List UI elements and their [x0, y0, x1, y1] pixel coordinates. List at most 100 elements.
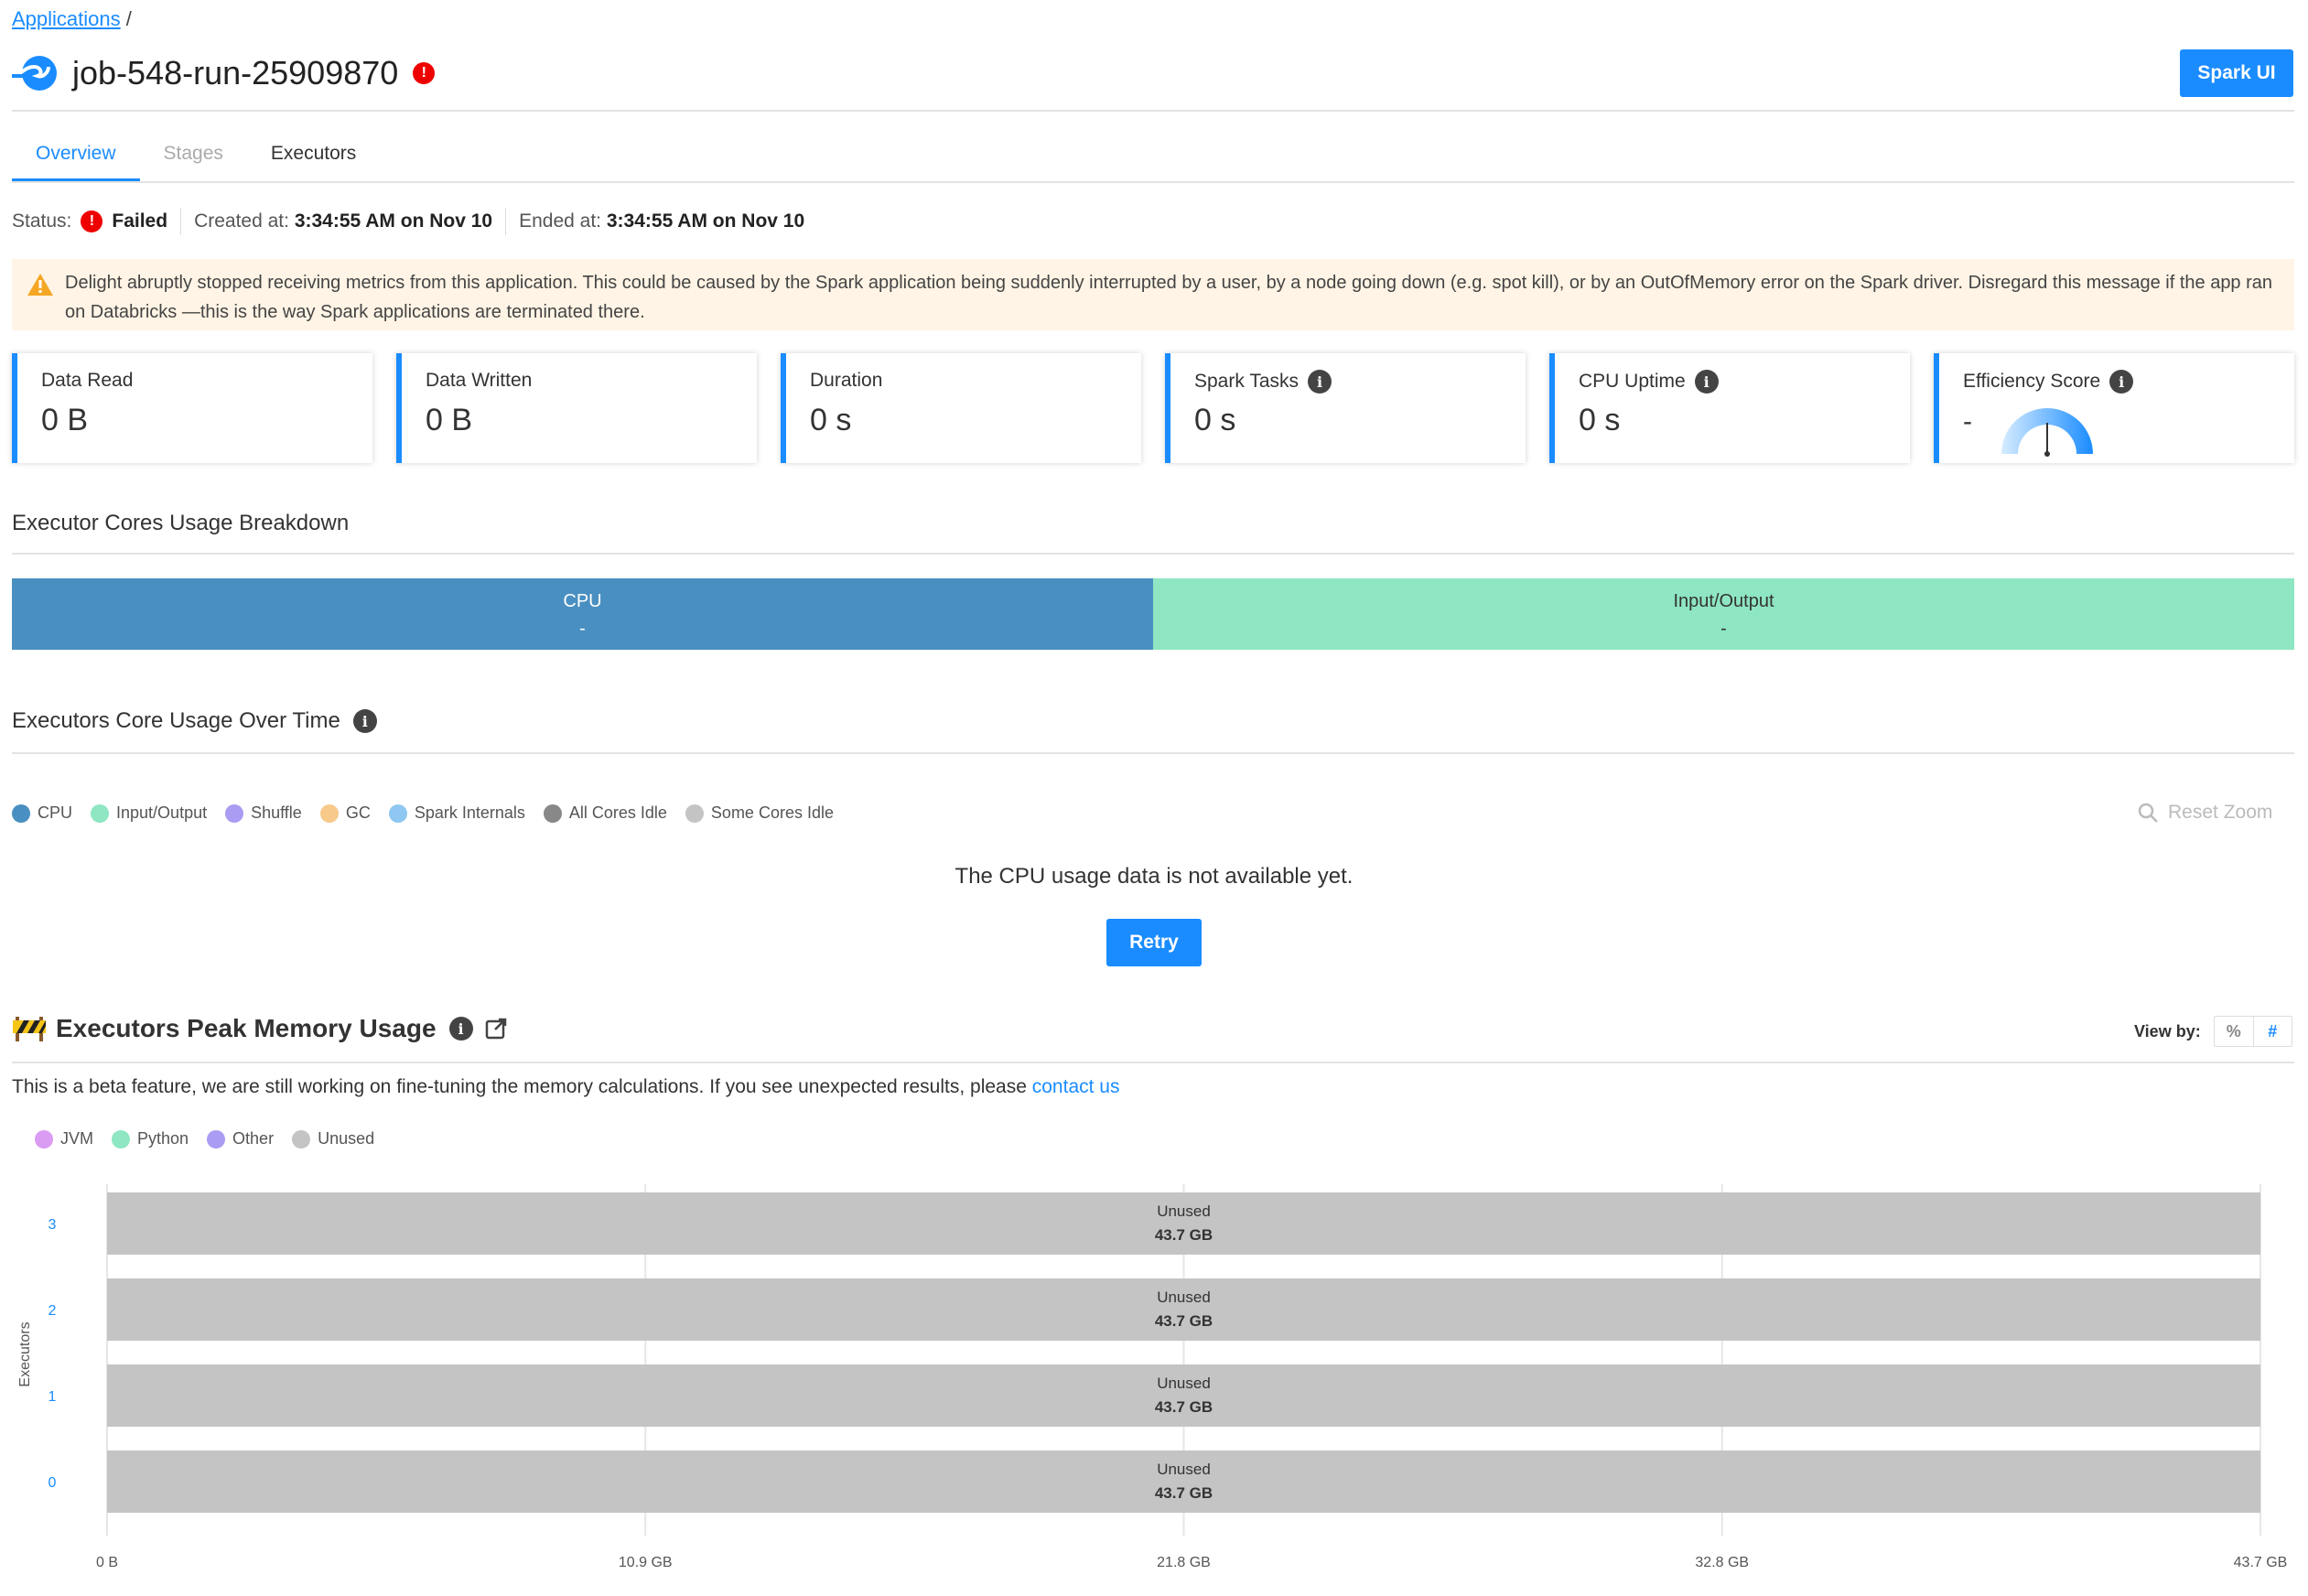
memory-bar-executor-2[interactable]: [107, 1278, 2260, 1341]
status-separator: [180, 208, 182, 235]
legend-item-python[interactable]: Python: [112, 1129, 189, 1148]
legend-label: GC: [345, 803, 371, 822]
metric-label: CPU Uptime: [1579, 371, 1686, 392]
x-tick-label: 32.8 GB: [1695, 1555, 1749, 1570]
header-divider: [12, 110, 2294, 112]
info-icon[interactable]: i: [1308, 370, 1332, 394]
metric-value: 0 B: [41, 403, 89, 437]
empty-state-message: The CPU usage data is not available yet.: [954, 864, 1354, 889]
bar-value-label: 43.7 GB: [1155, 1312, 1213, 1330]
legend-dot: [225, 803, 244, 823]
beta-text: This is a beta feature, we are still wor…: [12, 1076, 1032, 1097]
memory-legend: JVM Python Other Unused: [35, 1129, 393, 1148]
legend-dot: [112, 1129, 130, 1148]
metric-value: -: [1963, 406, 1972, 437]
breadcrumb-separator: /: [125, 7, 132, 30]
y-tick-label: 3: [49, 1217, 57, 1233]
warning-text: Delight abruptly stopped receiving metri…: [65, 273, 2273, 322]
legend-label: Unused: [318, 1129, 375, 1148]
metric-label: Efficiency Score: [1963, 371, 2101, 392]
legend-label: JVM: [60, 1129, 93, 1148]
ended-value: 3:34:55 AM on Nov 10: [606, 210, 805, 232]
tab-overview[interactable]: Overview: [12, 128, 140, 181]
core-usage-title: Executors Core Usage Over Time i: [12, 708, 377, 734]
reset-zoom-button[interactable]: Reset Zoom: [2137, 802, 2272, 824]
view-by-label: View by:: [2134, 1021, 2201, 1041]
legend-label: Python: [137, 1129, 189, 1148]
legend-dot: [685, 803, 704, 823]
bar-series-label: Unused: [1157, 1375, 1211, 1392]
view-by-percent-button[interactable]: %: [2226, 1021, 2241, 1041]
legend-item-cpu[interactable]: CPU: [12, 803, 72, 823]
legend-item-input-output[interactable]: Input/Output: [91, 803, 207, 823]
bar-value-label: 43.7 GB: [1155, 1484, 1213, 1502]
bar-value-label: 43.7 GB: [1155, 1398, 1213, 1416]
breadcrumb: Applications /: [12, 7, 132, 31]
warning-triangle-icon: [27, 274, 53, 296]
delight-logo-icon: [12, 56, 57, 91]
metric-value: 0 s: [810, 403, 852, 437]
y-tick-label: 2: [49, 1303, 57, 1319]
breakdown-cpu-label: CPU: [563, 591, 602, 611]
metric-card-data-written: Data Written 0 B: [396, 353, 757, 463]
breakdown-io-value: -: [1720, 619, 1727, 639]
tabs-divider: [12, 181, 2294, 183]
x-tick-label: 21.8 GB: [1157, 1555, 1211, 1570]
legend-item-gc[interactable]: GC: [319, 803, 371, 823]
legend-label: Some Cores Idle: [710, 803, 834, 822]
info-icon[interactable]: i: [2109, 370, 2134, 394]
memory-bar-executor-3[interactable]: [107, 1192, 2260, 1255]
metric-card-data-read: Data Read 0 B: [12, 353, 372, 463]
breakdown-cpu-segment[interactable]: CPU -: [12, 578, 1153, 650]
legend-dot: [319, 803, 339, 823]
view-by-number-button[interactable]: #: [2252, 1017, 2292, 1046]
metric-value: 0 B: [426, 403, 473, 437]
status-label: Status:: [12, 210, 72, 232]
legend-dot: [543, 803, 562, 823]
status-value: Failed: [112, 210, 168, 232]
legend-item-all-cores-idle[interactable]: All Cores Idle: [543, 803, 667, 823]
legend-item-jvm[interactable]: JVM: [35, 1129, 93, 1148]
y-tick-label: 1: [49, 1389, 57, 1405]
metric-label: Data Read: [41, 370, 134, 391]
legend-item-unused[interactable]: Unused: [292, 1129, 374, 1148]
legend-label: All Cores Idle: [568, 803, 667, 822]
y-tick-label: 0: [49, 1475, 57, 1491]
core-usage-divider: [12, 752, 2294, 754]
bar-series-label: Unused: [1157, 1202, 1211, 1220]
legend-item-some-cores-idle[interactable]: Some Cores Idle: [685, 803, 834, 823]
memory-bar-executor-0[interactable]: [107, 1450, 2260, 1513]
memory-bar-executor-1[interactable]: [107, 1364, 2260, 1427]
info-icon[interactable]: i: [448, 1017, 473, 1041]
legend-item-shuffle[interactable]: Shuffle: [225, 803, 302, 823]
tab-executors[interactable]: Executors: [270, 143, 357, 164]
breadcrumb-applications-link[interactable]: Applications: [12, 7, 121, 30]
legend-label: Other: [232, 1129, 275, 1148]
legend-label: CPU: [38, 803, 73, 822]
metric-card-cpu-uptime: CPU Uptime i 0 s: [1549, 353, 1910, 463]
status-row: Status: ! Failed Created at: 3:34:55 AM …: [12, 207, 804, 236]
tab-stages[interactable]: Stages: [163, 143, 223, 164]
tab-bar: Overview Stages Executors: [12, 128, 380, 181]
info-icon[interactable]: i: [352, 709, 377, 733]
reset-zoom-label: Reset Zoom: [2168, 802, 2273, 823]
memory-title-text: Executors Peak Memory Usage: [56, 1014, 437, 1042]
metric-label: Duration: [810, 370, 883, 391]
failed-status-icon: !: [81, 210, 103, 232]
legend-dot: [91, 803, 110, 823]
legend-item-other[interactable]: Other: [207, 1129, 274, 1148]
legend-dot: [292, 1129, 311, 1148]
info-icon[interactable]: i: [1694, 370, 1719, 394]
breakdown-io-segment[interactable]: Input/Output -: [1153, 578, 2294, 650]
external-link-icon[interactable]: [484, 1017, 508, 1041]
legend-item-spark-internals[interactable]: Spark Internals: [388, 803, 525, 823]
metric-label: Data Written: [426, 370, 533, 391]
metric-label: Spark Tasks: [1194, 371, 1299, 392]
metric-card-spark-tasks: Spark Tasks i 0 s: [1165, 353, 1526, 463]
bar-series-label: Unused: [1157, 1289, 1211, 1306]
breakdown-title: Executor Cores Usage Breakdown: [12, 511, 350, 535]
contact-us-link[interactable]: contact us: [1031, 1076, 1120, 1097]
retry-button[interactable]: Retry: [1106, 919, 1202, 966]
spark-ui-button[interactable]: Spark UI: [2180, 49, 2293, 97]
breakdown-divider: [12, 553, 2294, 555]
